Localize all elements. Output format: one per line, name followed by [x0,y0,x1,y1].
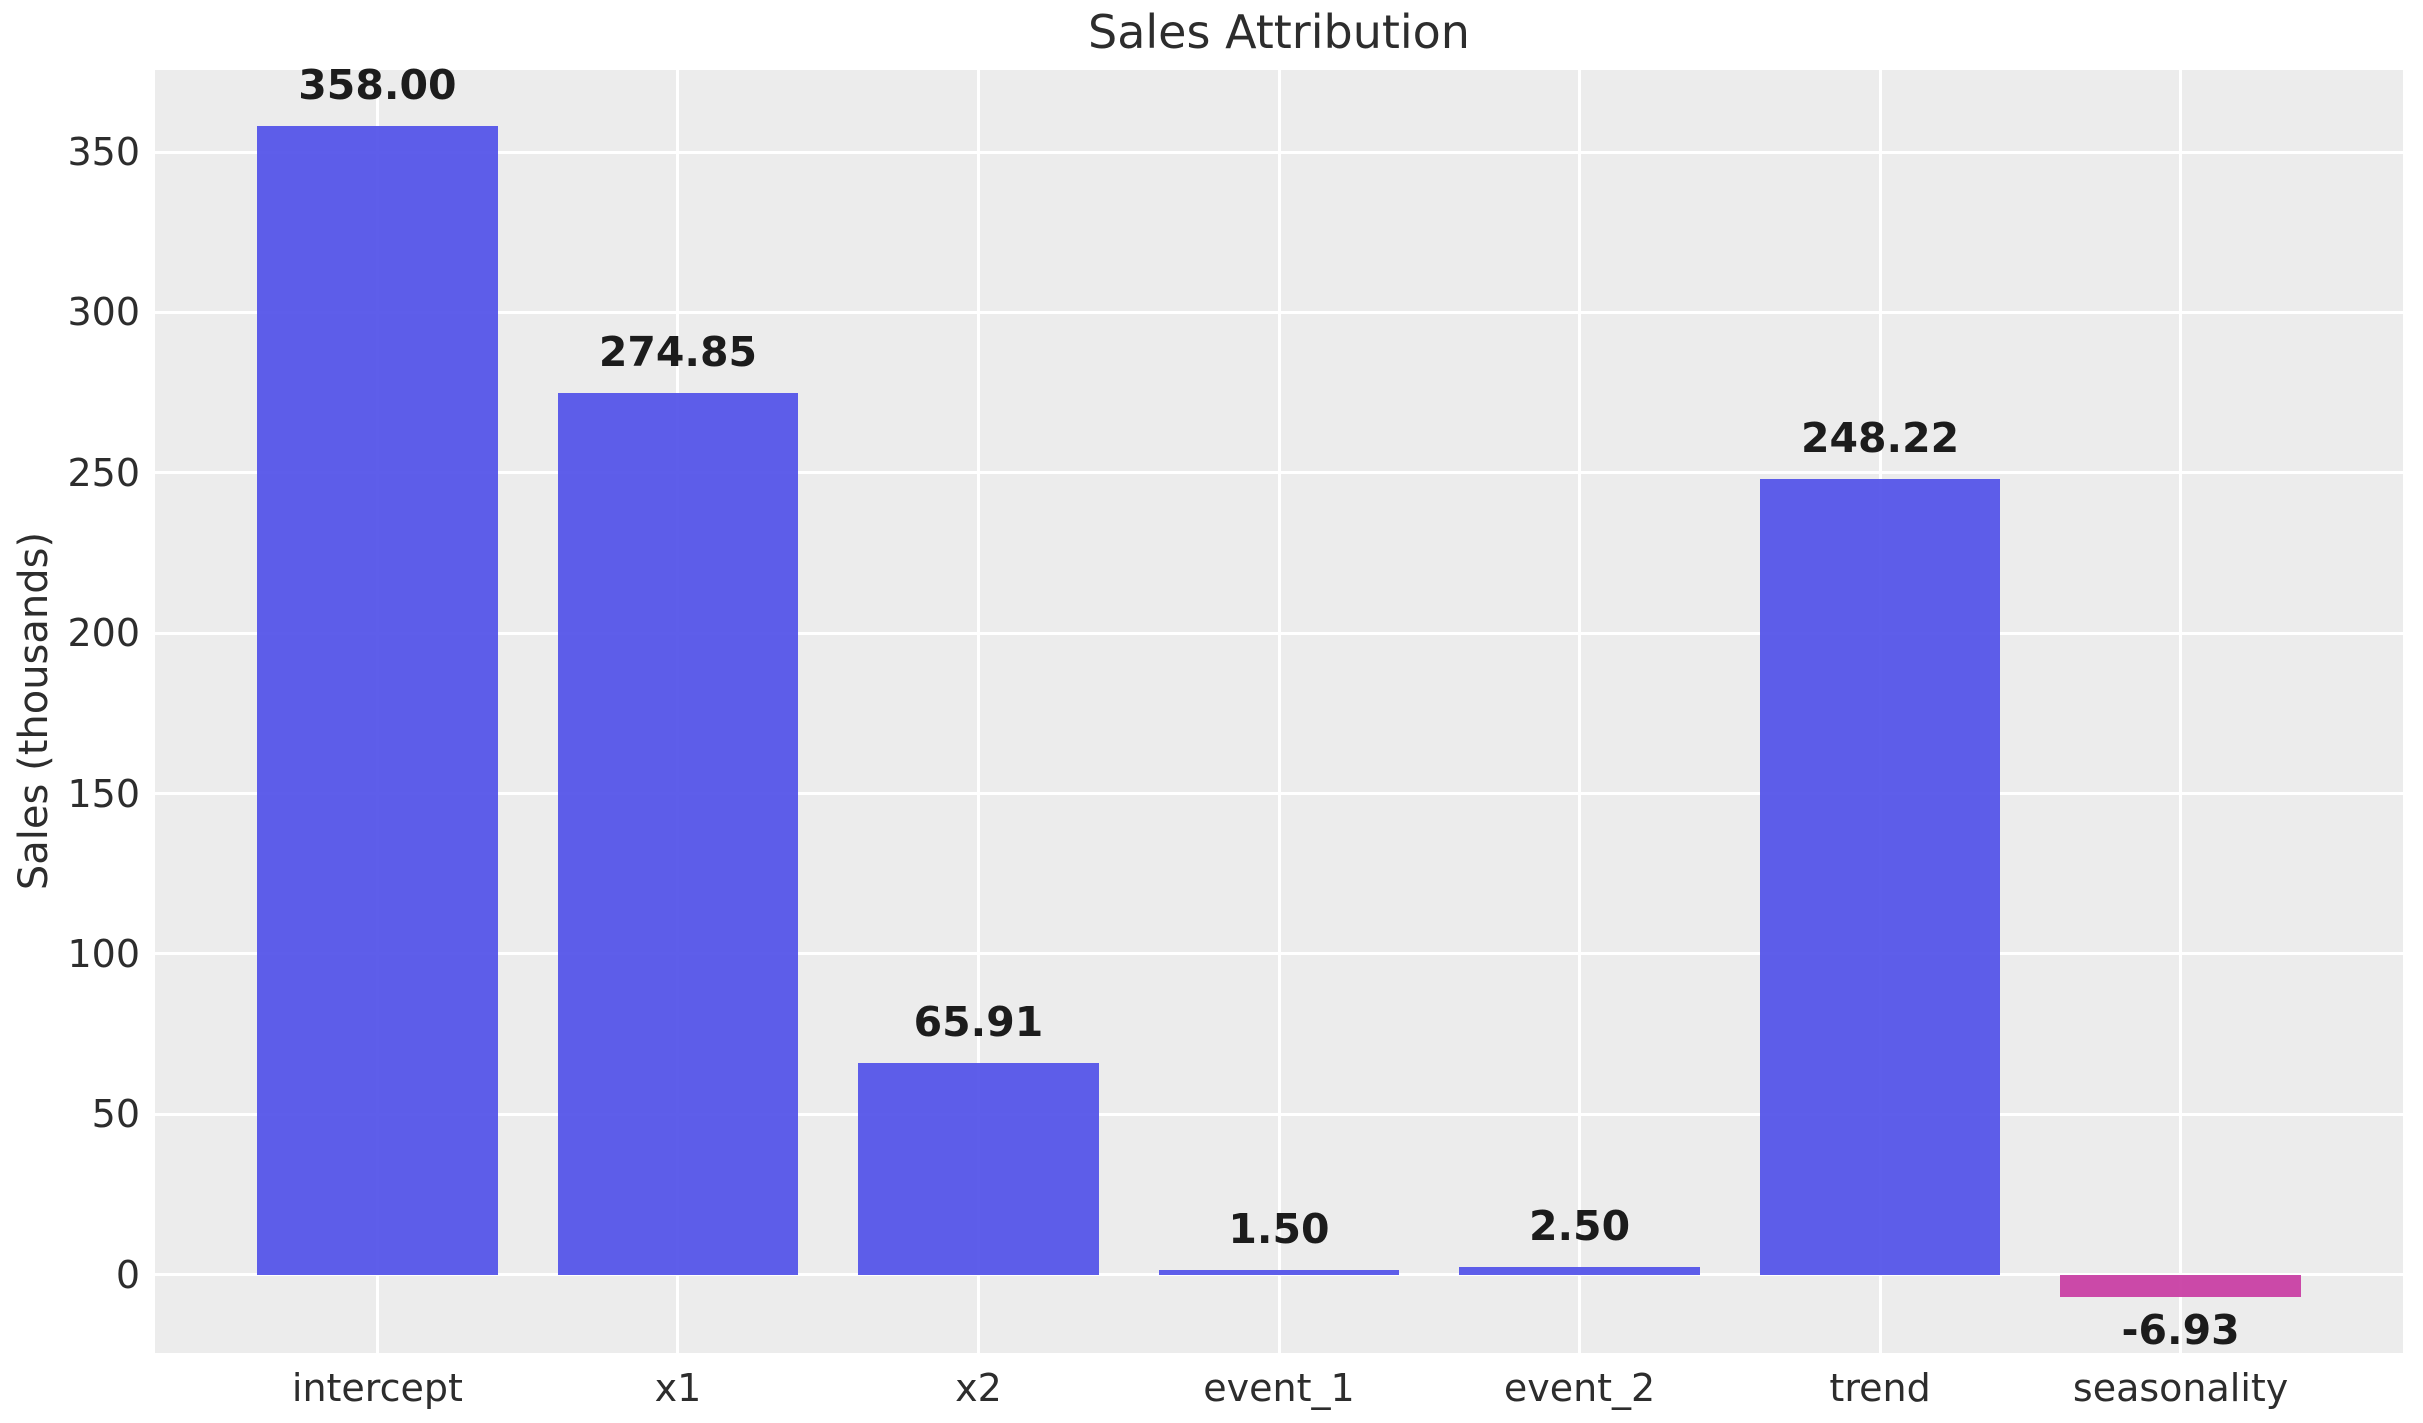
y-axis-label: Sales (thousands) [11,531,57,891]
bar-value-label: 2.50 [1528,1201,1631,1250]
bar-value-label: -6.93 [2121,1305,2240,1354]
x-tick-label: trend [1829,1366,1931,1410]
v-gridline [1277,70,1281,1353]
bar-x2 [858,1063,1099,1275]
x-tick-label: event_1 [1203,1366,1355,1410]
bar-trend [1759,478,2001,1275]
y-tick-label: 50 [91,1092,140,1137]
x-tick-label: x2 [955,1366,1002,1410]
bar-x1 [557,393,799,1275]
bar-value-label: 1.50 [1228,1204,1330,1253]
v-gridline [976,70,980,1353]
bar-value-label: 248.22 [1800,413,1960,462]
bar-seasonality [2060,1274,2301,1297]
bar-event_1 [1158,1269,1400,1275]
x-tick-label: event_2 [1503,1366,1656,1410]
y-tick-label: 350 [67,130,140,175]
x-tick-label: seasonality [2072,1366,2289,1410]
x-tick-label: intercept [291,1366,463,1410]
bar-event_2 [1459,1266,1700,1275]
y-tick-label: 300 [67,290,140,335]
v-gridline [2179,70,2183,1353]
bar-value-label: 274.85 [598,328,758,377]
bar-value-label: 358.00 [298,61,457,110]
bar-intercept [257,126,498,1275]
bar-value-label: 65.91 [913,998,1044,1047]
y-tick-label: 200 [67,611,140,656]
y-tick-label: 250 [67,450,140,495]
chart-title: Sales Attribution [1088,5,1470,59]
v-gridline [1578,70,1582,1353]
y-tick-label: 150 [67,771,140,816]
y-tick-label: 100 [67,931,140,976]
y-tick-label: 0 [115,1252,140,1297]
x-tick-label: x1 [654,1366,702,1410]
